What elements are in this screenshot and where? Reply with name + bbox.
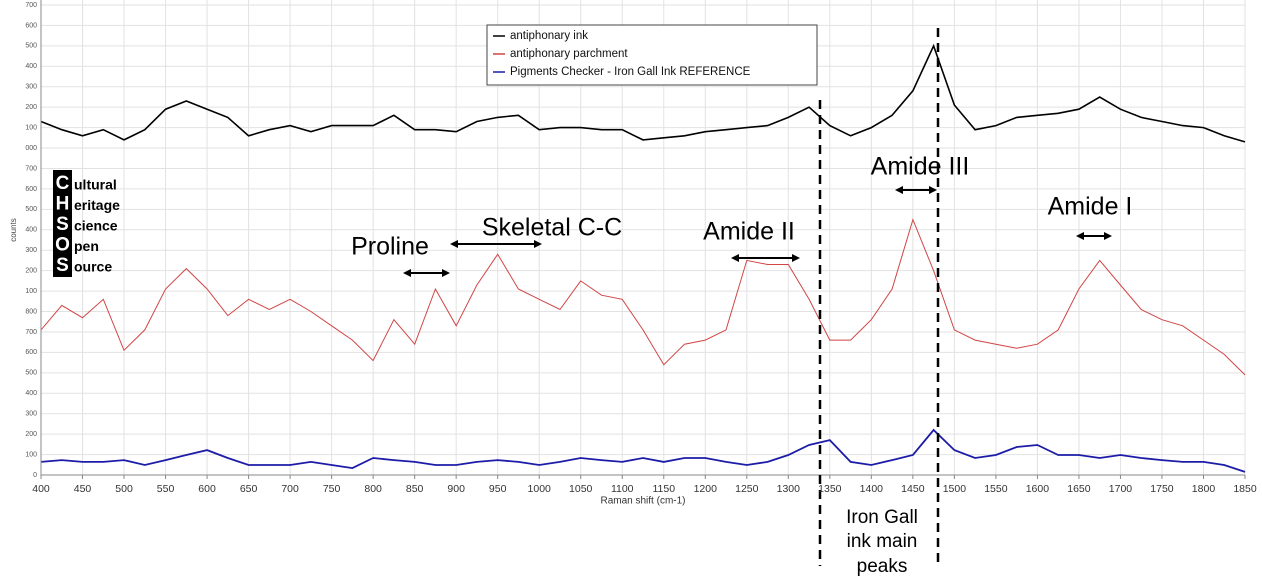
x-tick-label: 900 <box>447 483 465 495</box>
annotation: Amide I <box>1048 193 1133 221</box>
x-tick-label: 1700 <box>1109 483 1133 495</box>
y-tick-label: 100 <box>25 288 37 295</box>
annotation: Iron Gall <box>846 507 918 528</box>
x-tick-label: 1350 <box>818 483 842 495</box>
logo-word: eritage <box>74 197 120 213</box>
x-tick-label: 1150 <box>652 483 675 495</box>
x-tick-label: 1000 <box>528 483 552 495</box>
y-tick-label: 800 <box>25 308 37 315</box>
x-tick-label: 650 <box>240 483 258 495</box>
x-tick-label: 1300 <box>777 483 801 495</box>
y-tick-label: 100 <box>25 124 37 131</box>
logo-word: pen <box>74 238 99 254</box>
y-tick-label: 400 <box>25 390 37 397</box>
legend: antiphonary ink antiphonary parchment Pigm… <box>486 24 818 86</box>
logo-box <box>53 170 72 277</box>
x-tick-label: 1650 <box>1067 483 1091 495</box>
y-tick-label: 600 <box>25 22 37 29</box>
y-tick-label: 200 <box>25 104 37 111</box>
x-tick-label: 1500 <box>943 483 967 495</box>
y-axis-title: counts <box>9 218 18 242</box>
annotation: Skeletal C-C <box>482 214 622 242</box>
x-tick-label: 1050 <box>569 483 593 495</box>
legend-box <box>486 24 818 86</box>
annotation: Amide II <box>703 218 795 246</box>
annotations: Proline Skeletal C-C Amide II Amide III Amid… <box>351 153 1132 577</box>
annotation: Amide III <box>871 153 970 181</box>
x-tick-label: 450 <box>74 483 92 495</box>
series-line <box>40 428 1246 473</box>
y-tick-label: 400 <box>25 63 37 70</box>
logo-word: ource <box>74 259 112 275</box>
y-tick-label: 700 <box>25 329 37 336</box>
x-tick-label: 1200 <box>694 483 718 495</box>
y-tick-label: 0 <box>33 472 37 479</box>
y-tick-label: 500 <box>25 370 37 377</box>
legend-label: antiphonary parchment <box>510 48 628 60</box>
y-tick-label: 600 <box>25 349 37 356</box>
x-tick-label: 1750 <box>1150 483 1174 495</box>
x-tick-label: 1250 <box>735 483 759 495</box>
y-tick-label: 700 <box>25 2 37 9</box>
x-tick-label: 800 <box>364 483 382 495</box>
y-tick-label: 400 <box>25 227 37 234</box>
grid <box>40 0 1246 476</box>
x-tick-label: 1450 <box>901 483 925 495</box>
x-tick-label: 600 <box>198 483 216 495</box>
y-tick-label: 700 <box>25 165 37 172</box>
logo-word: ultural <box>74 177 117 193</box>
x-tick-label: 550 <box>157 483 175 495</box>
x-tick-label: 850 <box>406 483 424 495</box>
y-tick-label: 300 <box>25 84 37 91</box>
y-tick-label: 500 <box>25 43 37 50</box>
x-tick-label: 1800 <box>1192 483 1216 495</box>
x-tick-label: 700 <box>281 483 299 495</box>
x-tick-label: 1100 <box>611 483 634 495</box>
y-tick-label: 200 <box>25 267 37 274</box>
x-tick-label: 1600 <box>1026 483 1050 495</box>
logo-letter: C <box>56 173 70 194</box>
y-tick-label: 300 <box>25 411 37 418</box>
y-tick-label: 500 <box>25 206 37 213</box>
x-tick-label: 1850 <box>1233 483 1257 495</box>
series-line <box>40 43 1246 143</box>
x-tick-label: 950 <box>489 483 507 495</box>
logo-letter: S <box>56 255 69 276</box>
logo-letter: H <box>56 194 70 215</box>
annotation: ink main <box>847 531 918 552</box>
logo-word: cience <box>74 218 118 234</box>
x-tick-label: 1550 <box>984 483 1008 495</box>
x-tick-label: 1400 <box>860 483 884 495</box>
x-tick-label: 400 <box>32 483 50 495</box>
annotation: Proline <box>351 233 429 261</box>
logo-letter: O <box>55 235 70 256</box>
logo-letter: S <box>56 214 69 235</box>
annotation: peaks <box>857 556 908 577</box>
legend-label: antiphonary ink <box>510 30 588 42</box>
y-tick-label: 100 <box>25 451 37 458</box>
legend-label: Pigments Checker - Iron Gall Ink REFEREN… <box>510 66 751 78</box>
x-tick-label: 500 <box>115 483 133 495</box>
plot <box>40 43 1246 473</box>
y-tick-label: 600 <box>25 186 37 193</box>
y-tick-label: 000 <box>25 145 37 152</box>
series-line <box>40 218 1246 376</box>
y-tick-label: 200 <box>25 431 37 438</box>
y-tick-label: 300 <box>25 247 37 254</box>
x-axis-title: Raman shift (cm-1) <box>600 496 685 507</box>
x-tick-label: 750 <box>323 483 341 495</box>
